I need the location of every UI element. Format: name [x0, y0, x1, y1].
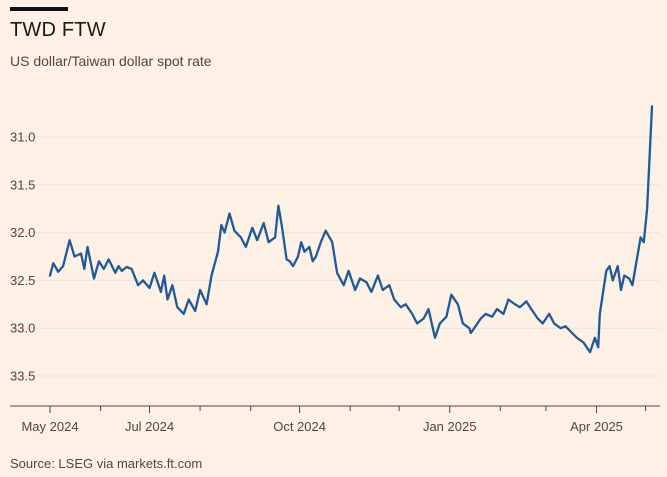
usd-twd-series-line: [48, 105, 654, 354]
brand-bar: [10, 7, 68, 11]
y-tick-label: 31.0: [10, 130, 35, 145]
y-tick-label: 33.0: [10, 321, 35, 336]
chart-subtitle: US dollar/Taiwan dollar spot rate: [10, 53, 212, 69]
x-tick-label: May 2024: [21, 419, 78, 434]
y-tick-label: 31.5: [10, 177, 35, 192]
x-tick-label: Oct 2024: [273, 419, 326, 434]
source-note: Source: LSEG via markets.ft.com: [10, 456, 203, 471]
x-tick-label: Jan 2025: [423, 419, 477, 434]
chart-title: TWD FTW: [10, 19, 106, 41]
y-tick-label: 33.5: [10, 369, 35, 384]
x-tick-label: Apr 2025: [570, 419, 623, 434]
x-tick-label: Jul 2024: [125, 419, 174, 434]
gridlines: [10, 136, 660, 377]
y-tick-label: 32.0: [10, 225, 35, 240]
x-axis-ticks: [49, 406, 646, 413]
y-axis-labels: 31.0 31.5 32.0 32.5 33.0 33.5: [10, 130, 35, 384]
x-axis-labels: May 2024 Jul 2024 Oct 2024 Jan 2025 Apr 2025: [21, 419, 622, 434]
y-tick-label: 32.5: [10, 273, 35, 288]
